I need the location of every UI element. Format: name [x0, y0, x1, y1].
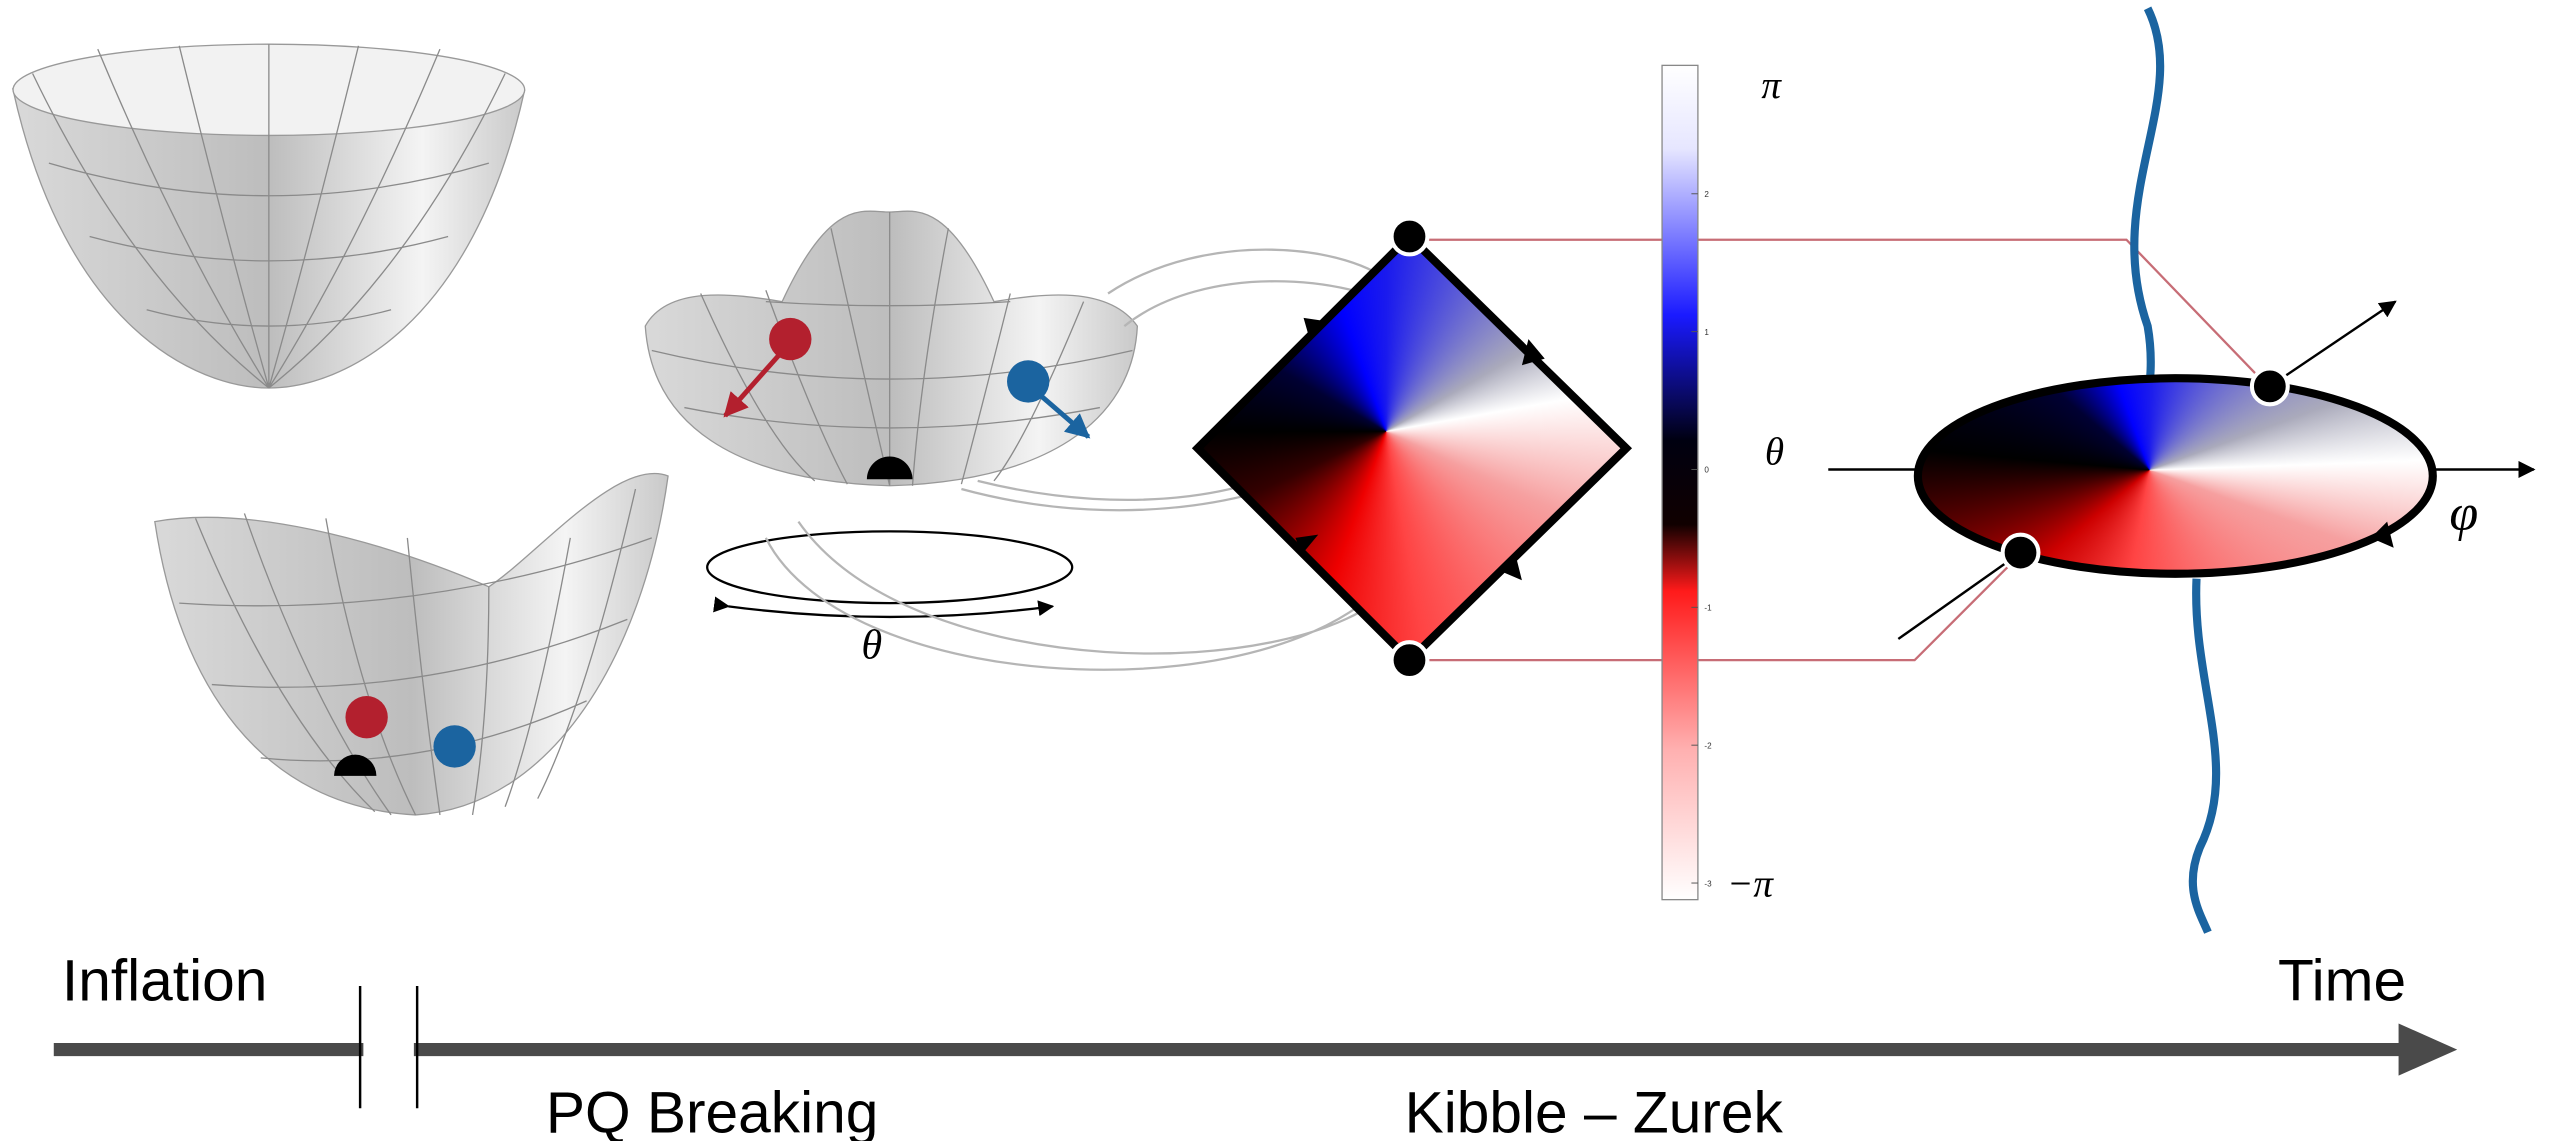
colorbar-axis-label: θ — [1765, 431, 1784, 474]
colorbar-tick-label: -2 — [1704, 741, 1712, 750]
tilted-potential — [155, 473, 668, 814]
phase-label: Kibble – Zurek — [1405, 1081, 1784, 1141]
colorbar-tick-label: -1 — [1704, 604, 1712, 613]
colorbar-bottom-label: −π — [1727, 862, 1774, 905]
colorbar: π θ −π 2 1 0 -1 -2 -3 — [1662, 64, 1784, 905]
blue-ball — [433, 725, 475, 767]
vacuum-ring — [707, 531, 1072, 603]
timeline-start: Inflation — [62, 949, 267, 1014]
colorbar-tick-label: 0 — [1704, 466, 1709, 475]
phase-domain — [1198, 236, 1627, 660]
colorbar-tick-label: -3 — [1704, 879, 1712, 888]
figure: θ π θ −π 2 1 0 -1 -2 -3 φ Inflation Time PQ B… — [0, 0, 2555, 1141]
red-ball — [345, 696, 387, 738]
colorbar-top-label: π — [1761, 64, 1782, 107]
parabolic-potential — [13, 44, 525, 388]
red-ball — [769, 318, 811, 360]
colorbar-tick-label: 2 — [1704, 190, 1709, 199]
phase-label: PQ Breaking — [546, 1081, 879, 1141]
mexican-hat-potential: θ — [645, 211, 1137, 668]
timeline: Inflation Time PQ Breaking Kibble – Zure… — [54, 949, 2457, 1141]
phase-fill — [1198, 236, 1627, 660]
colorbar-tick-label: 1 — [1704, 328, 1709, 337]
field-label: φ — [2449, 485, 2478, 542]
timeline-end: Time — [2278, 949, 2406, 1014]
blue-ball — [1007, 360, 1049, 402]
